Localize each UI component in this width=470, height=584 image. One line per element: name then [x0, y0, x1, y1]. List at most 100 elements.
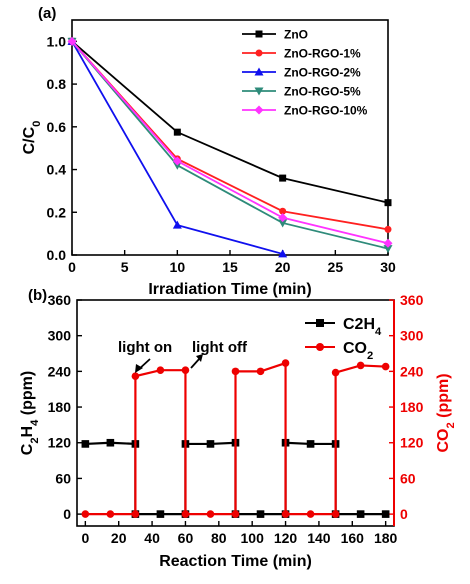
data-point	[181, 510, 190, 518]
y-tick-label-left-b: 360	[48, 292, 72, 308]
data-point	[131, 372, 140, 380]
data-point	[231, 367, 240, 376]
legend-marker	[254, 105, 264, 115]
x-tick-label-b: 120	[274, 530, 298, 546]
annotation-light-on: light on	[118, 339, 172, 356]
x-axis-title-a: Irradiation Time (min)	[148, 281, 311, 298]
legend-marker	[254, 87, 264, 96]
annotation-light-off: light off	[192, 339, 248, 356]
data-point	[172, 156, 182, 166]
x-tick-label-a: 20	[275, 259, 291, 275]
x-tick-label-b: 140	[307, 530, 331, 546]
legend-label: CO2	[343, 340, 373, 362]
x-tick-label-b: 0	[81, 530, 89, 546]
data-point	[67, 36, 77, 46]
legend-label: ZnO-RGO-5%	[284, 85, 361, 99]
y-tick-label-left-b: 240	[48, 363, 72, 379]
panel-label-a: (a)	[38, 5, 56, 22]
y-tick-label-left-b: 0	[63, 506, 71, 522]
data-point	[279, 174, 287, 182]
y-tick-label-a: 0.4	[47, 162, 67, 178]
data-point	[206, 440, 215, 448]
data-point	[281, 510, 290, 518]
data-point	[278, 213, 288, 223]
data-point	[231, 510, 240, 518]
y-tick-label-right-b: 180	[400, 399, 424, 415]
y-axis-title-a: C/C0	[21, 121, 43, 155]
legend-marker	[254, 67, 264, 76]
y-tick-label-left-b: 60	[55, 470, 71, 486]
x-tick-label-b: 160	[341, 530, 365, 546]
legend-marker	[255, 30, 263, 38]
y-tick-label-a: 0.2	[47, 204, 67, 220]
data-point	[306, 510, 315, 518]
x-tick-label-b: 20	[111, 530, 127, 546]
data-point	[306, 440, 315, 448]
legend-label: ZnO	[284, 28, 308, 42]
data-point	[131, 510, 140, 518]
x-axis-title-b: Reaction Time (min)	[159, 553, 312, 570]
legend-marker	[316, 319, 324, 327]
data-point	[331, 510, 340, 518]
data-point	[384, 199, 392, 207]
data-point	[81, 510, 90, 518]
data-point	[381, 510, 390, 518]
y-tick-label-left-b: 120	[48, 435, 72, 451]
data-point	[256, 367, 265, 376]
data-point	[278, 249, 288, 258]
data-point	[331, 368, 340, 377]
x-tick-label-a: 10	[170, 259, 186, 275]
arrowhead-light-off	[196, 354, 203, 362]
y-tick-label-right-b: 120	[400, 435, 424, 451]
legend-label: C2H4	[343, 316, 382, 338]
data-point	[383, 238, 393, 248]
series-line-zno-rgo-5-	[71, 40, 389, 250]
data-point	[106, 510, 115, 518]
series-line-zno-rgo-10-	[71, 40, 389, 245]
x-tick-label-b: 100	[241, 530, 265, 546]
y-axis-title-right-b: CO2 (ppm)	[435, 373, 457, 452]
y-tick-label-right-b: 0	[400, 506, 408, 522]
legend-marker	[255, 49, 263, 57]
data-point	[106, 438, 115, 447]
data-point	[206, 510, 215, 518]
data-point	[156, 366, 165, 374]
legend-label: ZnO-RGO-10%	[284, 104, 368, 118]
panel-label-b: (b)	[28, 287, 47, 304]
data-point	[281, 359, 290, 367]
data-point	[383, 245, 393, 254]
data-point	[279, 207, 287, 215]
x-tick-label-a: 5	[121, 259, 129, 275]
x-tick-label-a: 30	[380, 259, 396, 275]
y-tick-label-right-b: 240	[400, 363, 424, 379]
x-tick-label-a: 15	[222, 259, 238, 275]
data-point	[172, 161, 182, 170]
series-line-co2	[85, 361, 386, 516]
y-tick-label-right-b: 60	[400, 470, 416, 486]
data-point	[256, 510, 265, 518]
panel-a: 0 5 10 15 20 25 30 0.0 0.2 0.4 0.6 0.8 1.0 (a) Irradia…	[21, 5, 396, 298]
data-point	[278, 219, 288, 228]
data-point	[81, 440, 90, 448]
y-tick-label-left-b: 300	[48, 328, 72, 344]
arrow-light-off	[190, 357, 201, 369]
series-line-zno	[71, 40, 389, 204]
y-tick-label-a: 1.0	[47, 33, 67, 49]
data-point	[181, 366, 190, 374]
legend-label: ZnO-RGO-1%	[284, 47, 361, 61]
legend-label: ZnO-RGO-2%	[284, 66, 361, 80]
x-tick-label-a: 25	[328, 259, 344, 275]
y-tick-label-a: 0.0	[47, 247, 67, 263]
data-point	[356, 510, 365, 518]
y-tick-label-a: 0.8	[47, 76, 67, 92]
arrowhead-light-on	[135, 364, 143, 373]
y-tick-label-left-b: 180	[48, 399, 72, 415]
data-point	[384, 225, 392, 233]
x-tick-label-b: 60	[178, 530, 194, 546]
y-tick-label-right-b: 360	[400, 292, 424, 308]
data-point	[381, 362, 390, 371]
x-tick-label-b: 180	[374, 530, 398, 546]
data-point	[173, 128, 181, 136]
